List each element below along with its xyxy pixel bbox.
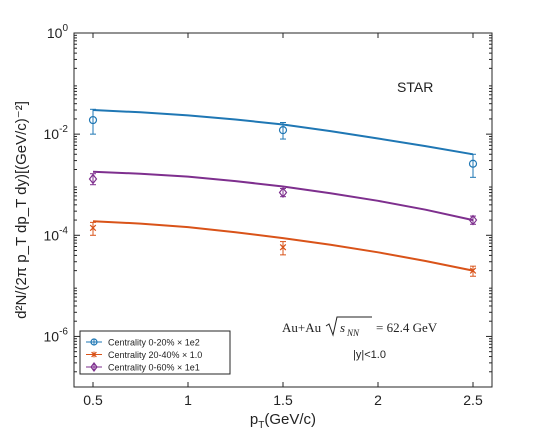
legend-marker <box>90 338 98 346</box>
data-point <box>279 244 287 251</box>
system-annotation: Au+Au s NN = 62.4 GeV <box>282 316 438 338</box>
legend-label: Centrality 0-60% × 1e1 <box>108 363 200 373</box>
system-label: Au+Au <box>282 320 322 335</box>
fit-curve-3 <box>92 170 474 222</box>
data-markers <box>88 108 478 277</box>
x-tick-label: 1.5 <box>273 392 293 408</box>
data-point <box>468 214 478 226</box>
data-point <box>468 159 478 168</box>
x-tick-label: 2 <box>374 392 382 408</box>
sqrt-s-label: s <box>340 320 345 335</box>
x-tick-label: 2.5 <box>463 392 483 408</box>
y-tick-label: 10-2 <box>44 124 69 142</box>
y-tick-label: 10-4 <box>44 225 69 243</box>
data-point <box>88 173 98 185</box>
energy-label: = 62.4 GeV <box>376 320 438 335</box>
y-tick-label: 100 <box>47 23 69 41</box>
legend-box <box>79 330 231 375</box>
legend-label: Centrality 20-40% × 1.0 <box>108 350 202 360</box>
y-tick-labels: 10-6 10-4 10-2 100 <box>44 23 69 344</box>
rapidity-label: |y|<1.0 <box>353 349 386 361</box>
data-point <box>469 267 477 274</box>
data-point <box>88 115 98 125</box>
data-point <box>278 126 288 135</box>
legend-marker <box>90 362 98 372</box>
y-tick-label: 10-6 <box>44 326 69 344</box>
fit-curve-2 <box>92 220 474 272</box>
sqrt-s-subscript: NN <box>346 328 360 338</box>
x-tick-label: 0.5 <box>83 392 103 408</box>
y-axis-label: d²N/(2π p_T dp_T dy)[(GeV/c)⁻²] <box>13 101 30 319</box>
legend-label: Centrality 0-20% × 1e2 <box>108 338 200 348</box>
legend-marker <box>91 351 97 358</box>
x-tick-label: 1 <box>184 392 192 408</box>
x-axis-label: pT(GeV/c) <box>250 411 316 431</box>
sqrt-symbol <box>325 316 372 337</box>
data-point <box>89 224 97 232</box>
data-point <box>278 187 288 199</box>
x-tick-labels: 0.5 1 1.5 2 2.5 <box>83 392 483 408</box>
experiment-label: STAR <box>397 79 433 95</box>
legend: Centrality 0-20% × 1e2 Centrality 20-40% … <box>79 330 231 375</box>
axis-ticks <box>74 32 492 387</box>
